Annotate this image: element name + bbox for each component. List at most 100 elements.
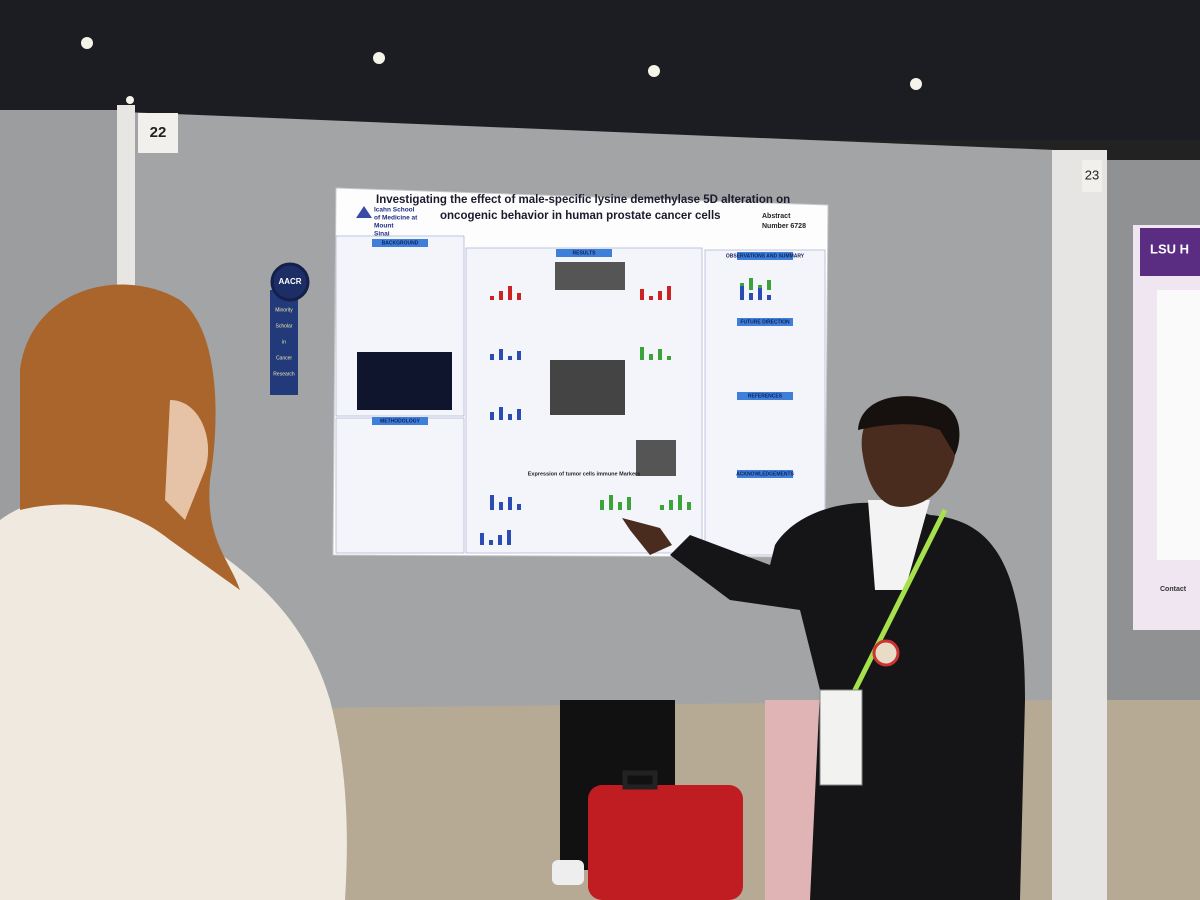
neighbor-logo: LSU H xyxy=(1150,241,1189,256)
ribbon-text: Cancer xyxy=(276,355,292,361)
ribbon-tail xyxy=(270,290,298,395)
section-header-bg xyxy=(556,249,612,257)
figure-bar xyxy=(490,412,494,420)
figure-bar xyxy=(740,286,744,300)
figure-bar xyxy=(758,288,762,300)
figure-bar xyxy=(508,414,512,420)
ribbon-text: Minority xyxy=(275,307,293,313)
booth-number: 22 xyxy=(150,124,167,141)
figure-bar xyxy=(669,500,673,510)
ribbon-rosette xyxy=(270,262,310,302)
booth-sign xyxy=(138,113,178,153)
figure-bar xyxy=(490,296,494,300)
section-header: BACKGROUND xyxy=(382,240,419,246)
figure-bar xyxy=(667,356,671,360)
figure-bar xyxy=(499,291,503,300)
ribbon-text: Scholar xyxy=(276,323,293,329)
abstract-label: Number 6728 xyxy=(762,223,806,230)
institution-name: Sinai xyxy=(374,231,390,238)
red-suitcase xyxy=(588,785,743,900)
figure-bar xyxy=(517,293,521,300)
viewer-jacket xyxy=(0,493,347,900)
poster-title: Investigating the effect of male-specifi… xyxy=(376,194,790,206)
poster-column xyxy=(465,247,703,554)
figure-bar xyxy=(517,351,521,360)
figure-bar xyxy=(618,502,622,510)
figure-bar xyxy=(508,286,512,300)
section-header-bg xyxy=(737,392,793,400)
section-header-bg xyxy=(737,470,793,478)
poster-column xyxy=(335,417,465,554)
figure-bar xyxy=(758,285,762,290)
presenter-hair xyxy=(858,396,960,455)
figure-bar xyxy=(490,495,494,510)
figure-bar xyxy=(517,409,521,420)
section-header-bg xyxy=(737,318,793,326)
institution-name: Icahn School xyxy=(374,207,415,214)
figure-bar xyxy=(480,533,484,545)
section-header-bg xyxy=(737,252,793,260)
neighbor-contact: Contact xyxy=(1160,586,1187,593)
abstract-label: Abstract xyxy=(762,213,791,220)
figure-bar xyxy=(640,347,644,360)
ribbon-text: Research xyxy=(273,371,295,377)
western-blot xyxy=(636,440,676,476)
figure-bar xyxy=(499,502,503,510)
microscopy-image xyxy=(357,352,452,410)
badge xyxy=(819,689,863,786)
poster-title: oncogenic behavior in human prostate can… xyxy=(440,210,721,222)
booth-sign xyxy=(1082,160,1102,192)
ribbon-text: in xyxy=(282,339,286,345)
board-post xyxy=(1052,150,1107,900)
figure-bar xyxy=(749,293,753,300)
section-header: ACKNOWLEDGEMENTS xyxy=(736,471,794,477)
figure-bar xyxy=(508,497,512,510)
section-header: REFERENCES xyxy=(748,393,783,399)
booth-number: 23 xyxy=(1085,167,1099,182)
neighbor-logo-bg xyxy=(1140,228,1200,276)
figure-bar xyxy=(490,354,494,360)
figure-bar xyxy=(767,295,771,300)
institution-name: of Medicine at xyxy=(374,215,418,222)
figure-bar xyxy=(507,530,511,545)
figure-caption: Expression of tumor cells immune Markers xyxy=(528,471,640,477)
figure-bar xyxy=(767,280,771,290)
figure-bar xyxy=(660,505,664,510)
suitcase-handle xyxy=(622,770,658,790)
figure-bar xyxy=(600,500,604,510)
figure-bar xyxy=(640,289,644,300)
section-header: METHODOLOGY xyxy=(380,418,420,424)
lanyard xyxy=(847,508,948,702)
western-blot xyxy=(550,360,625,415)
figure-bar xyxy=(627,497,631,510)
figure-bar xyxy=(508,356,512,360)
figure-bar xyxy=(667,286,671,300)
institution-logo xyxy=(356,206,372,218)
shoe xyxy=(552,860,584,885)
figure-bar xyxy=(649,354,653,360)
figure-bar xyxy=(498,535,502,545)
ceiling-lights xyxy=(81,37,922,104)
presenter-shirt xyxy=(868,500,930,590)
section-header: OBSERVATIONS AND SUMMARY xyxy=(726,253,805,259)
figure-bar xyxy=(658,349,662,360)
viewer-face xyxy=(165,400,209,520)
section-header: FUTURE DIRECTION xyxy=(740,319,790,325)
figure-bar xyxy=(678,495,682,510)
figure-bar xyxy=(649,296,653,300)
figure-bar xyxy=(749,278,753,290)
figure-bar xyxy=(517,504,521,510)
section-header: RESULTS xyxy=(573,250,597,256)
figure-bar xyxy=(687,502,691,510)
ribbon-org: AACR xyxy=(278,277,301,286)
section-header-bg xyxy=(372,417,428,425)
western-blot xyxy=(555,262,625,290)
institution-name: Mount xyxy=(374,223,394,230)
figure-bar xyxy=(499,407,503,420)
figure-bar xyxy=(658,291,662,300)
button-pin xyxy=(872,639,900,667)
section-header-bg xyxy=(372,239,428,247)
presenter-hand xyxy=(622,518,672,555)
figure-bar xyxy=(609,495,613,510)
